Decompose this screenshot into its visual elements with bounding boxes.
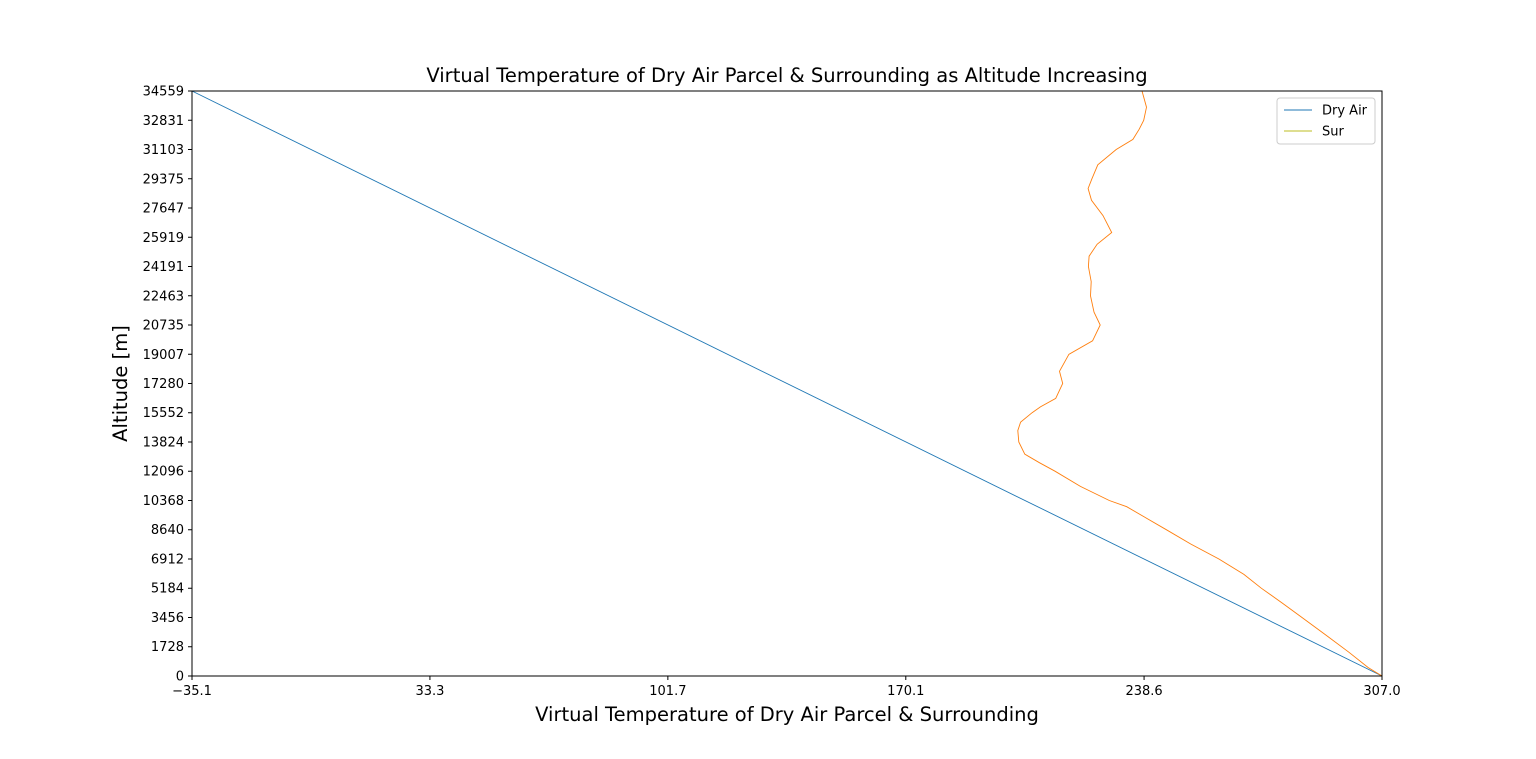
- y-axis-label: Altitude [m]: [109, 325, 132, 442]
- y-tick-label: 1728: [151, 640, 184, 655]
- y-tick-label: 25919: [143, 231, 184, 246]
- y-tick-label: 32831: [143, 114, 184, 129]
- y-tick-label: 27647: [143, 202, 184, 217]
- y-tick-label: 29375: [143, 172, 184, 187]
- y-tick-label: 20735: [143, 319, 184, 334]
- x-tick-label: 307.0: [1363, 684, 1400, 699]
- y-tick-label: 24191: [143, 260, 184, 275]
- series-line-sur: [1017, 90, 1383, 677]
- y-tick-label: 22463: [143, 289, 184, 304]
- y-tick-label: 3456: [151, 611, 184, 626]
- x-axis-label: Virtual Temperature of Dry Air Parcel & …: [535, 703, 1039, 726]
- y-tick-label: 19007: [143, 348, 184, 363]
- series-line-dry-air: [191, 90, 1383, 677]
- x-tick-label: 170.1: [887, 684, 924, 699]
- y-tick-label: 34559: [143, 85, 184, 100]
- legend: Dry Air Sur: [1276, 97, 1376, 145]
- y-tick-label: 6912: [151, 552, 184, 567]
- y-axis-ticks: 0 1728 3456 5184 6912 8640 10368 12096 13824 1555…: [143, 85, 192, 685]
- legend-label: Sur: [1322, 125, 1344, 140]
- y-tick-label: 10368: [143, 494, 184, 509]
- chart-title: Virtual Temperature of Dry Air Parcel & …: [426, 64, 1147, 87]
- y-tick-label: 0: [176, 670, 184, 685]
- x-tick-label: 33.3: [415, 684, 444, 699]
- legend-box: [1276, 97, 1376, 145]
- y-tick-label: 8640: [151, 523, 184, 538]
- y-tick-label: 13824: [143, 435, 184, 450]
- x-tick-label: 238.6: [1125, 684, 1162, 699]
- x-tick-label: −35.1: [172, 684, 212, 699]
- plot-lines: [191, 90, 1383, 677]
- y-tick-label: 31103: [143, 143, 184, 158]
- y-tick-label: 5184: [151, 582, 184, 597]
- legend-label: Dry Air: [1322, 104, 1368, 119]
- x-tick-label: 101.7: [649, 684, 686, 699]
- y-tick-label: 12096: [143, 465, 184, 480]
- x-axis-ticks: −35.1 33.3 101.7 170.1 238.6 307.0: [172, 676, 1401, 699]
- y-tick-label: 17280: [143, 377, 184, 392]
- y-tick-label: 15552: [143, 406, 184, 421]
